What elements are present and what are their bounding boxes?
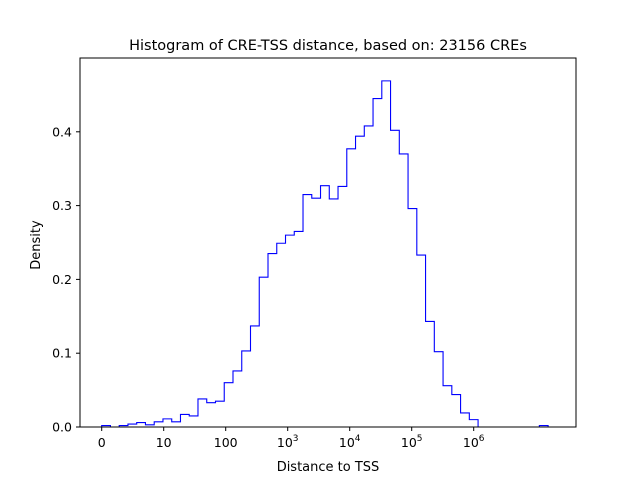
histogram-bin bbox=[426, 321, 435, 427]
histogram-bin bbox=[338, 186, 347, 427]
histogram-bin bbox=[417, 255, 426, 427]
y-tick-label: 0.1 bbox=[52, 346, 72, 361]
histogram-bin bbox=[373, 99, 382, 427]
histogram-bin bbox=[215, 401, 224, 427]
y-tick-label: 0.0 bbox=[52, 420, 72, 435]
histogram-bin bbox=[137, 423, 146, 427]
histogram-bin bbox=[207, 403, 216, 427]
histogram-bin bbox=[452, 395, 461, 427]
histogram-bin bbox=[469, 420, 478, 427]
histogram-bin bbox=[434, 352, 443, 427]
histogram-bin bbox=[180, 414, 189, 427]
histogram-bin bbox=[303, 195, 312, 427]
histogram-bin bbox=[172, 422, 181, 427]
histogram-bin bbox=[321, 186, 330, 427]
histogram-bin bbox=[233, 371, 242, 427]
histogram-bin bbox=[312, 198, 321, 427]
x-axis-label: Distance to TSS bbox=[277, 460, 380, 475]
histogram-bin bbox=[399, 154, 408, 427]
histogram-bin bbox=[461, 413, 470, 427]
histogram-bin bbox=[259, 277, 268, 427]
histogram-bin bbox=[443, 386, 452, 427]
histogram-bin bbox=[277, 243, 286, 427]
x-axis: 0 10 100 103 104 105 106 bbox=[98, 427, 485, 450]
histogram-bin bbox=[408, 209, 417, 427]
y-tick-label: 0.4 bbox=[52, 124, 72, 139]
histogram-bin bbox=[163, 419, 172, 427]
y-tick-label: 0.2 bbox=[52, 272, 72, 287]
plot-frame bbox=[79, 57, 577, 428]
histogram-outline bbox=[101, 80, 549, 428]
histogram-bin bbox=[382, 81, 391, 427]
histogram-bin bbox=[391, 130, 400, 427]
histogram-bin bbox=[294, 231, 303, 427]
histogram-bin bbox=[364, 126, 373, 427]
histogram-bin bbox=[268, 254, 277, 427]
histogram-bin bbox=[242, 351, 251, 427]
histogram-bin bbox=[189, 416, 198, 427]
histogram-bin bbox=[329, 199, 338, 427]
x-tick-label: 0 bbox=[98, 435, 106, 450]
histogram-bin bbox=[154, 422, 163, 427]
x-tick-label: 100 bbox=[214, 435, 238, 450]
histogram-bin bbox=[224, 383, 233, 427]
y-axis-label: Density bbox=[29, 220, 44, 270]
histogram-bin bbox=[286, 235, 295, 427]
y-axis: 0.0 0.1 0.2 0.3 0.4 bbox=[52, 124, 80, 435]
x-tick-label: 10 bbox=[156, 435, 172, 450]
y-tick-label: 0.3 bbox=[52, 198, 72, 213]
histogram-bin bbox=[356, 136, 365, 427]
chart-title: Histogram of CRE-TSS distance, based on:… bbox=[129, 38, 527, 54]
histogram-bin bbox=[251, 326, 260, 427]
histogram-bin bbox=[198, 399, 207, 427]
histogram-bin bbox=[347, 149, 356, 427]
plot-area bbox=[101, 80, 549, 428]
